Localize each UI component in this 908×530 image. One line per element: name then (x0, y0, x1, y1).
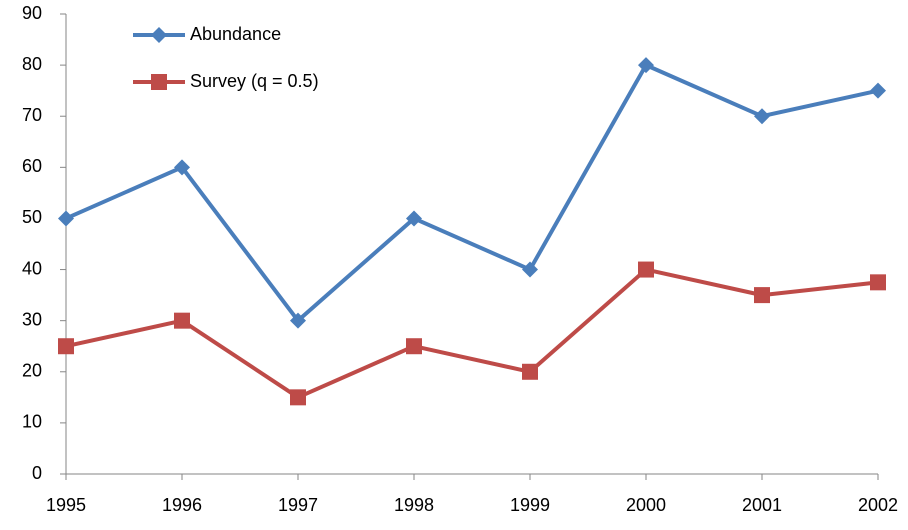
data-point (290, 312, 306, 329)
data-point (58, 210, 74, 227)
data-point (290, 389, 306, 406)
data-point (522, 363, 538, 380)
x-tick-label: 1996 (162, 495, 202, 515)
x-tick-label: 1997 (278, 495, 318, 515)
data-point (870, 82, 886, 99)
x-tick-label: 1995 (46, 495, 86, 515)
legend-marker (151, 27, 167, 43)
y-tick-label: 10 (22, 412, 42, 432)
data-point (638, 261, 654, 278)
data-point (406, 338, 422, 355)
y-tick-label: 70 (22, 105, 42, 125)
x-tick-label: 1998 (394, 495, 434, 515)
y-tick-label: 60 (22, 156, 42, 176)
data-point (754, 108, 770, 125)
data-point (406, 210, 422, 227)
data-point (522, 261, 538, 278)
data-point (174, 312, 190, 329)
series-line (65, 267, 879, 400)
series-line (65, 63, 879, 323)
x-tick-label: 2000 (626, 495, 666, 515)
y-tick-label: 80 (22, 54, 42, 74)
x-tick-label: 1999 (510, 495, 550, 515)
y-tick-label: 30 (22, 309, 42, 329)
data-point (870, 274, 886, 291)
y-tick-label: 20 (22, 361, 42, 381)
y-tick-label: 40 (22, 258, 42, 278)
legend-label: Abundance (190, 24, 281, 44)
y-tick-label: 50 (22, 207, 42, 227)
x-tick-label: 2002 (858, 495, 898, 515)
legend-marker (151, 74, 167, 90)
y-tick-label: 90 (22, 3, 42, 23)
data-point (58, 338, 74, 355)
data-point (754, 287, 770, 304)
data-point (174, 159, 190, 176)
x-tick-label: 2001 (742, 495, 782, 515)
legend-label: Survey (q = 0.5) (190, 71, 319, 91)
data-point (638, 57, 654, 74)
y-tick-label: 0 (32, 463, 42, 483)
